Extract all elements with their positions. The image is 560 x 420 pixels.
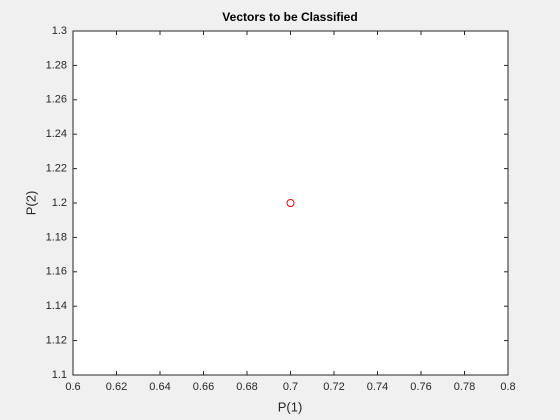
x-tick-label: 0.74 [367, 381, 388, 393]
x-tick-label: 0.78 [454, 381, 475, 393]
y-tick-label: 1.14 [46, 300, 67, 312]
x-tick-label: 0.64 [149, 381, 170, 393]
x-tick-label: 0.76 [410, 381, 431, 393]
y-tick-label: 1.2 [52, 197, 67, 209]
data-point [286, 199, 295, 207]
x-tick-label: 0.72 [323, 381, 344, 393]
x-tick-label: 0.68 [236, 381, 257, 393]
y-tick-label: 1.18 [46, 231, 67, 243]
x-tick-label: 0.62 [106, 381, 127, 393]
y-tick-label: 1.22 [46, 163, 67, 175]
x-tick-label: 0.8 [500, 381, 515, 393]
x-tick-label: 0.66 [193, 381, 214, 393]
chart-title: Vectors to be Classified [222, 10, 357, 24]
axes-box [72, 30, 509, 376]
y-tick-label: 1.24 [46, 128, 67, 140]
y-tick-label: 1.1 [52, 369, 67, 381]
y-tick-label: 1.26 [46, 94, 67, 106]
x-axis-label: P(1) [278, 399, 303, 414]
y-tick-label: 1.12 [46, 335, 67, 347]
x-tick-label: 0.7 [283, 381, 298, 393]
y-tick-label: 1.3 [52, 25, 67, 37]
y-tick-label: 1.16 [46, 266, 67, 278]
y-axis-label: P(2) [23, 191, 38, 216]
x-tick-label: 0.6 [65, 381, 80, 393]
y-tick-label: 1.28 [46, 59, 67, 71]
